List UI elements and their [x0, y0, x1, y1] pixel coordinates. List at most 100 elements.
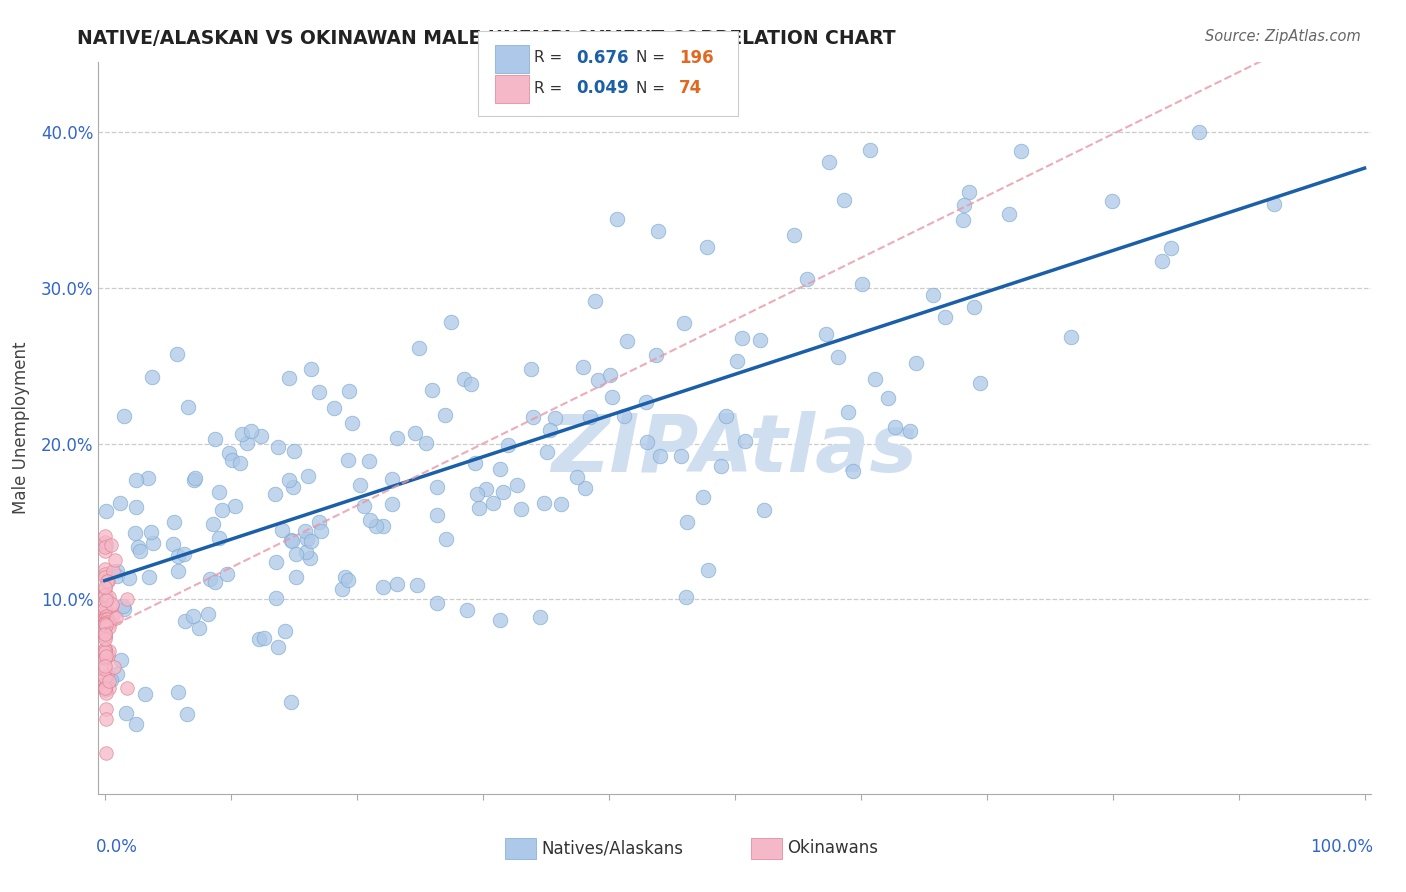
Point: [94, 592, 117, 607]
Point: [162, 537, 184, 551]
Point: [112, 601, 135, 615]
Point: [94, 570, 117, 584]
Point: [125, 500, 148, 514]
Point: [420, 383, 443, 397]
Point: [963, 300, 986, 314]
Point: [183, 473, 205, 487]
Point: [124, 526, 146, 541]
Point: [94, 681, 117, 695]
Point: [125, 716, 148, 731]
Point: [264, 555, 287, 569]
Point: [97, 648, 120, 663]
Point: [94, 669, 117, 683]
Point: [98, 644, 121, 658]
Point: [240, 424, 263, 438]
Point: [323, 401, 346, 416]
Point: [366, 519, 388, 533]
Point: [333, 570, 356, 584]
Point: [94, 587, 117, 601]
Point: [215, 567, 238, 582]
Point: [373, 580, 395, 594]
Point: [94, 617, 117, 632]
Point: [752, 503, 775, 517]
Point: [529, 610, 551, 624]
Point: [107, 666, 129, 681]
Point: [904, 356, 927, 370]
Point: [332, 582, 354, 597]
Point: [308, 516, 330, 530]
Point: [434, 533, 457, 547]
Text: Okinawans: Okinawans: [787, 839, 879, 857]
Point: [834, 194, 856, 208]
Point: [1101, 194, 1123, 209]
Point: [94, 642, 117, 657]
Point: [634, 395, 657, 409]
Point: [97, 574, 120, 588]
Point: [105, 611, 128, 625]
Point: [93, 645, 115, 659]
Point: [858, 144, 880, 158]
Point: [538, 424, 561, 438]
Point: [898, 424, 921, 438]
Point: [198, 573, 221, 587]
Point: [94, 612, 117, 626]
Point: [94, 601, 117, 615]
Point: [818, 155, 841, 169]
Point: [453, 372, 475, 386]
Point: [675, 590, 697, 604]
Point: [381, 472, 404, 486]
Point: [94, 582, 117, 597]
Point: [94, 648, 117, 662]
Point: [142, 536, 165, 550]
Point: [94, 681, 117, 696]
Point: [863, 372, 886, 386]
Point: [117, 681, 139, 695]
Point: [468, 500, 491, 515]
Point: [236, 436, 259, 450]
Point: [266, 440, 288, 454]
Point: [204, 432, 226, 446]
Point: [263, 487, 285, 501]
Point: [93, 642, 115, 657]
Point: [93, 662, 115, 676]
Point: [1188, 126, 1211, 140]
Point: [297, 469, 319, 483]
Point: [636, 434, 658, 449]
Point: [281, 480, 304, 494]
Point: [124, 473, 146, 487]
Point: [96, 574, 118, 588]
Text: N =: N =: [636, 81, 669, 95]
Point: [94, 659, 117, 673]
Point: [94, 680, 117, 694]
Point: [934, 310, 956, 325]
Point: [884, 420, 907, 434]
Point: [112, 599, 135, 614]
Point: [138, 570, 160, 584]
Point: [841, 464, 863, 478]
Point: [103, 607, 125, 622]
Point: [93, 615, 115, 630]
Point: [96, 668, 118, 682]
Point: [94, 567, 117, 582]
Point: [211, 503, 233, 517]
Point: [922, 288, 945, 302]
Point: [696, 240, 718, 254]
Point: [163, 515, 186, 529]
Point: [533, 496, 555, 510]
Point: [100, 538, 122, 552]
Point: [283, 443, 305, 458]
Point: [197, 607, 219, 622]
Point: [645, 348, 668, 362]
Point: [381, 497, 404, 511]
Point: [301, 362, 323, 376]
Point: [606, 212, 628, 227]
Point: [465, 487, 488, 501]
Point: [510, 502, 533, 516]
Text: 0.049: 0.049: [576, 79, 628, 97]
Point: [229, 456, 252, 470]
Point: [94, 632, 117, 646]
Point: [492, 484, 515, 499]
Point: [105, 568, 128, 582]
Point: [204, 575, 226, 590]
Point: [166, 564, 188, 578]
